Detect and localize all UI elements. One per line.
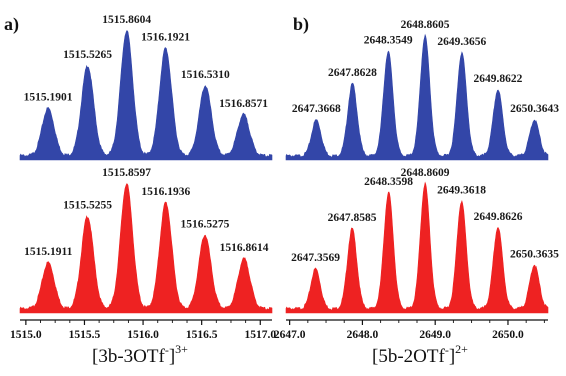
peak-label: 1515.5265 bbox=[63, 49, 112, 61]
peak-label: 2647.3668 bbox=[292, 103, 341, 115]
spectrum-area bbox=[19, 30, 273, 161]
peak-label: 1516.8571 bbox=[219, 98, 268, 110]
peak-label: 1516.1936 bbox=[141, 186, 190, 198]
panel-a-x-axis: 1515.0 1515.5 1516.0 1516.5 1517.0 bbox=[10, 319, 276, 341]
x-tick-label: 2650.0 bbox=[492, 329, 524, 341]
panel-a-letter: a) bbox=[4, 14, 19, 35]
peak-label: 1515.1901 bbox=[24, 92, 73, 104]
peak-label: 1515.5255 bbox=[63, 200, 112, 212]
peak-label: 1516.8614 bbox=[220, 242, 269, 254]
peak-label: 1516.5310 bbox=[181, 69, 230, 81]
panel-b-red-spectrum bbox=[285, 181, 549, 314]
peak-label: 2650.3643 bbox=[510, 103, 559, 115]
panel-a-blue-peak-labels: 1515.1901 1515.5265 1515.8604 1516.1921 1516… bbox=[24, 14, 269, 110]
peak-label: 2647.3569 bbox=[291, 252, 340, 264]
peak-label: 1516.1921 bbox=[141, 32, 190, 44]
x-tick-label: 1515.0 bbox=[10, 329, 42, 341]
peak-label: 2647.8628 bbox=[328, 67, 377, 79]
peak-label: 2648.3598 bbox=[364, 176, 413, 188]
peak-label: 2650.3635 bbox=[510, 248, 559, 260]
panel-b-blue-spectrum bbox=[285, 33, 549, 161]
peak-label: 2648.3549 bbox=[364, 35, 413, 47]
panel-a-blue-spectrum bbox=[19, 30, 273, 161]
peak-label: 2649.8622 bbox=[473, 73, 522, 85]
peak-label: 1515.8597 bbox=[102, 167, 151, 179]
x-tick-label: 2649.0 bbox=[419, 329, 451, 341]
peak-label: 1515.8604 bbox=[102, 14, 151, 26]
x-tick-label: 1515.5 bbox=[69, 329, 101, 341]
panel-a-red-spectrum bbox=[19, 183, 273, 314]
x-tick-label: 1516.5 bbox=[186, 329, 218, 341]
peak-label: 2648.8609 bbox=[401, 167, 450, 179]
panel-b-blue-peak-labels: 2647.3668 2647.8628 2648.3549 2648.8605 2649… bbox=[292, 19, 559, 115]
peak-label: 2647.8585 bbox=[328, 212, 377, 224]
x-tick-label: 2647.0 bbox=[274, 329, 306, 341]
panel-a-formula: [3b-3OTf-]3+ bbox=[92, 342, 188, 367]
spectrum-area bbox=[285, 33, 549, 161]
peak-label: 1515.1911 bbox=[24, 246, 72, 258]
x-tick-label: 1517.0 bbox=[244, 329, 276, 341]
peak-label: 2649.8626 bbox=[474, 211, 523, 223]
peak-label: 2649.3618 bbox=[437, 185, 486, 197]
peak-label: 2648.8605 bbox=[401, 19, 450, 31]
spectrum-area bbox=[19, 183, 273, 314]
panel-b-formula: [5b-2OTf-]2+ bbox=[372, 342, 468, 367]
peak-label: 1516.5275 bbox=[180, 218, 229, 230]
panel-b-x-axis: 2647.0 2648.0 2649.0 2650.0 bbox=[274, 319, 548, 341]
panel-b-letter: b) bbox=[293, 14, 309, 35]
x-tick-label: 1516.0 bbox=[127, 329, 159, 341]
spectrum-area bbox=[285, 181, 549, 314]
peak-label: 2649.3656 bbox=[437, 36, 486, 48]
panel-a-red-peak-labels: 1515.1911 1515.5255 1515.8597 1516.1936 1516… bbox=[24, 167, 269, 258]
x-tick-label: 2648.0 bbox=[347, 329, 379, 341]
